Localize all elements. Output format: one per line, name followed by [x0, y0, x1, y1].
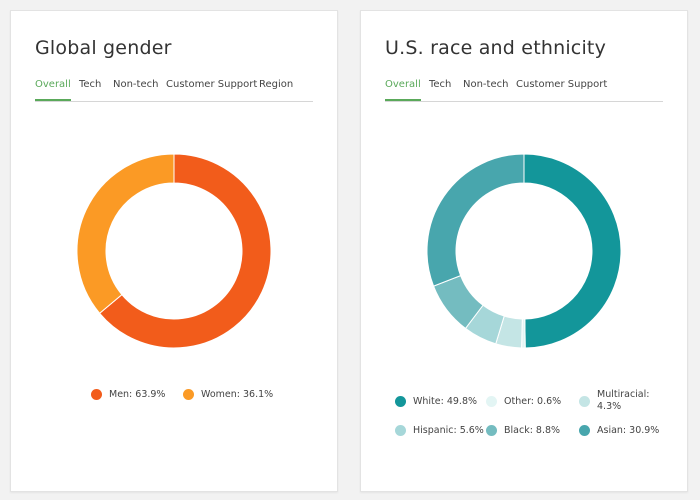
tab-region[interactable]: Region [259, 79, 294, 90]
tab-overall[interactable]: Overall [385, 78, 421, 101]
legend-white-swatch [395, 396, 406, 407]
gender-card: Global gender Overall Tech Non-tech Cust… [10, 10, 338, 492]
legend-hispanic-swatch [395, 425, 406, 436]
legend-hispanic-label: Hispanic: 5.6% [413, 425, 484, 436]
race-card-title: U.S. race and ethnicity [385, 37, 607, 59]
donut-slice-asian[interactable] [426, 153, 525, 287]
donut-slice-women[interactable] [76, 153, 175, 315]
legend-asian-swatch [579, 425, 590, 436]
legend-other-label: Other: 0.6% [504, 396, 562, 407]
race-tabs: Overall Tech Non-tech Customer Support [385, 78, 663, 102]
gender-donut-chart [76, 153, 272, 349]
tab-tech[interactable]: Tech [79, 79, 102, 90]
tab-non-tech[interactable]: Non-tech [463, 79, 509, 90]
tab-customer-support[interactable]: Customer Support [516, 79, 608, 90]
legend-white-label: White: 49.8% [413, 396, 478, 407]
legend-black-swatch [486, 425, 497, 436]
legend-asian-label: Asian: 30.9% [597, 425, 660, 436]
legend-black-label: Black: 8.8% [504, 425, 561, 436]
tab-tech[interactable]: Tech [429, 79, 452, 90]
legend-women-swatch [183, 389, 194, 400]
tab-non-tech[interactable]: Non-tech [113, 79, 159, 90]
donut-slice-white[interactable] [523, 153, 622, 349]
donut-slice-men[interactable] [98, 153, 272, 349]
legend-other-swatch [486, 396, 497, 407]
legend-men-label: Men: 63.9% [109, 389, 166, 400]
race-card: U.S. race and ethnicity Overall Tech Non… [360, 10, 688, 492]
legend-men-swatch [91, 389, 102, 400]
tab-overall[interactable]: Overall [35, 78, 71, 101]
tab-customer-support[interactable]: Customer Support [166, 79, 258, 90]
legend-multiracial-label: Multiracial: 4.3% [597, 389, 650, 412]
gender-card-title: Global gender [35, 37, 172, 59]
race-donut-chart [426, 153, 622, 349]
legend-multiracial-swatch [579, 396, 590, 407]
legend-women-label: Women: 36.1% [201, 389, 274, 400]
gender-tabs: Overall Tech Non-tech Customer Support R… [35, 78, 313, 102]
